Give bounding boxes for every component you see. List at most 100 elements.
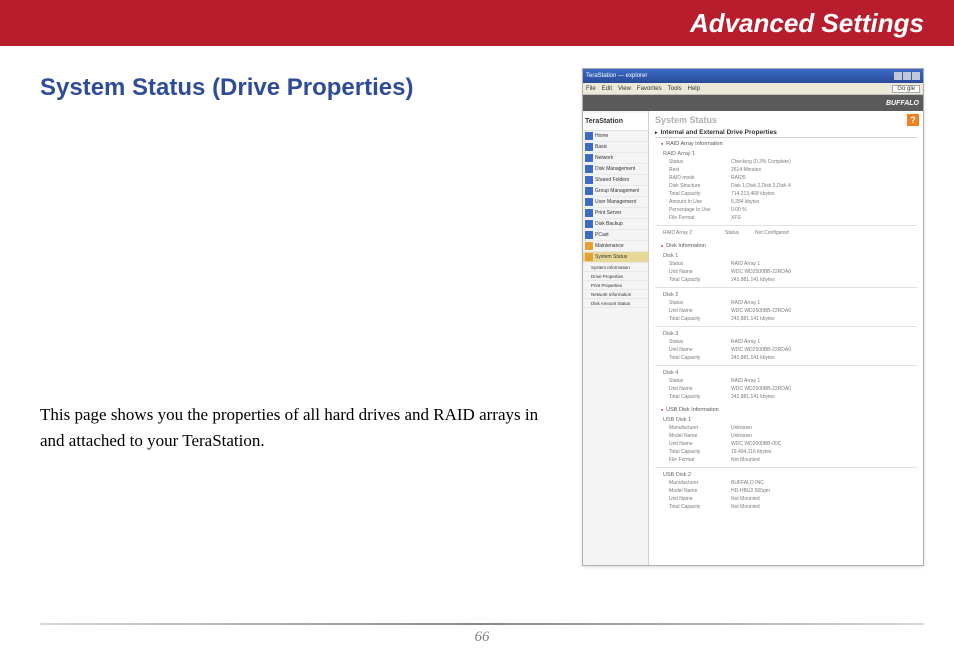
kv-value: WDC WD2500BB-22RDA0 [731,268,917,276]
window-titlebar: TeraStation — explorer [583,69,923,83]
kv-row: Unit NameWDC WD2500BB-22RDA0 [669,346,917,354]
section-title: System Status (Drive Properties) [40,74,564,102]
menu-view[interactable]: View [618,86,631,92]
kv-key: File Format [669,214,731,222]
sidebar-item-home[interactable]: Home [583,131,648,142]
sidebar-item-disk-management[interactable]: Disk Management [583,164,648,175]
header-title: Advanced Settings [690,8,924,39]
kv-value: Unknown [731,424,917,432]
menu-favorites[interactable]: Favorites [637,86,662,92]
nav-icon [585,176,593,184]
kv-key: Total Capacity [669,315,731,323]
kv-row: Total Capacity242,881,141 kbytes [669,354,917,362]
kv-row: StatusRAID Array 1 [669,260,917,268]
window-controls [894,72,920,80]
brand-bar: BUFFALO [583,95,923,111]
sidebar-item-maintenance[interactable]: Maintenance [583,241,648,252]
sidebar-subitem[interactable]: Drive Properties [583,272,648,281]
kv-key: Status [669,299,731,307]
kv-key: Unit Name [669,495,731,503]
sidebar-item-network[interactable]: Network [583,153,648,164]
kv-key: Total Capacity [669,190,731,198]
kv-key: Unit Name [669,440,731,448]
body-text: This page shows you the properties of al… [40,402,564,453]
help-icon[interactable]: ? [907,114,919,126]
kv-value: 242,881,141 kbytes [731,276,917,284]
close-button[interactable] [912,72,920,80]
sidebar-item-print-server[interactable]: Print Server [583,208,648,219]
kv-value: Unknown [731,432,917,440]
kv-value: WDC WD2500BB-22RDA0 [731,307,917,315]
sidebar-logo: TeraStation [585,118,623,125]
minimize-button[interactable] [894,72,902,80]
disk-name: Disk 4 [663,370,917,376]
kv-key: Unit Name [669,307,731,315]
raid2-name: RAID Array 2 [663,229,725,237]
kv-row: Amount In Use6,284 kbytes [669,198,917,206]
nav-icon [585,187,593,195]
kv-key: Manufacturer [669,424,731,432]
sidebar-item-pcast[interactable]: PCast [583,230,648,241]
kv-row: StatusRAID Array 1 [669,299,917,307]
kv-key: Unit Name [669,268,731,276]
kv-value: WDC WD2500BB-22RDA0 [731,346,917,354]
menu-tools[interactable]: Tools [668,86,682,92]
sidebar-item-user-management[interactable]: User Management [583,197,648,208]
raid2-status-label: Status [725,229,755,237]
divider [655,467,917,468]
sidebar-subitem[interactable]: System Information [583,263,648,272]
kv-key: Model Name [669,432,731,440]
sidebar-subitem[interactable]: Print Properties [583,281,648,290]
kv-key: Status [669,158,731,166]
divider [655,326,917,327]
app-body: TeraStation HomeBasicNetworkDisk Managem… [583,111,923,565]
kv-value: XFS [731,214,917,222]
sidebar-item-disk-backup[interactable]: Disk Backup [583,219,648,230]
nav-label: Print Server [595,210,621,216]
right-column: TeraStation — explorer File Edit View Fa… [582,68,924,566]
kv-row: Unit NameWDC WD2500BB-22RDA0 [669,307,917,315]
content: System Status (Drive Properties) This pa… [0,46,954,566]
kv-key: Status [669,260,731,268]
kv-value: RAID Array 1 [731,260,917,268]
sidebar-item-basic[interactable]: Basic [583,142,648,153]
sidebar-item-group-management[interactable]: Group Management [583,186,648,197]
sidebar: TeraStation HomeBasicNetworkDisk Managem… [583,111,649,565]
nav-label: Group Management [595,188,639,194]
kv-key: Total Capacity [669,276,731,284]
menu-edit[interactable]: Edit [602,86,612,92]
subnav-label: System Information [591,265,630,270]
kv-value: 0.00 % [731,206,917,214]
nav-icon [585,231,593,239]
kv-key: Disk Structure [669,182,731,190]
sidebar-subitem[interactable]: Network Information [583,290,648,299]
kv-key: Unit Name [669,385,731,393]
kv-value: BUFFALO INC. [731,479,917,487]
kv-row: StatusRAID Array 1 [669,377,917,385]
nav-icon [585,209,593,217]
kv-value: 242,881,141 kbytes [731,393,917,401]
nav-label: System Status [595,254,627,260]
subnav-label: Print Properties [591,283,622,288]
embedded-screenshot: TeraStation — explorer File Edit View Fa… [582,68,924,566]
kv-value: 19,494,116 kbytes [731,448,917,456]
kv-key: Total Capacity [669,448,731,456]
kv-value: Not Mounted [731,495,917,503]
disk-name: Disk 2 [663,292,917,298]
kv-key: Manufacturer [669,479,731,487]
sidebar-item-shared-folders[interactable]: Shared Folders [583,175,648,186]
kv-key: File Format [669,456,731,464]
kv-row: File FormatNot Mounted [669,456,917,464]
maximize-button[interactable] [903,72,911,80]
divider [655,287,917,288]
kv-value: Checking (0.3% Complete) [731,158,917,166]
google-toolbar[interactable]: Go gle [892,85,920,93]
menu-file[interactable]: File [586,86,596,92]
sidebar-subitem[interactable]: Disk Amount Status [583,299,648,308]
kv-value: HD-HBU2 500gm [731,487,917,495]
sidebar-item-system-status[interactable]: System Status [583,252,648,263]
kv-row: Model NameUnknown [669,432,917,440]
menu-help[interactable]: Help [688,86,700,92]
nav-icon [585,165,593,173]
nav-icon [585,242,593,250]
